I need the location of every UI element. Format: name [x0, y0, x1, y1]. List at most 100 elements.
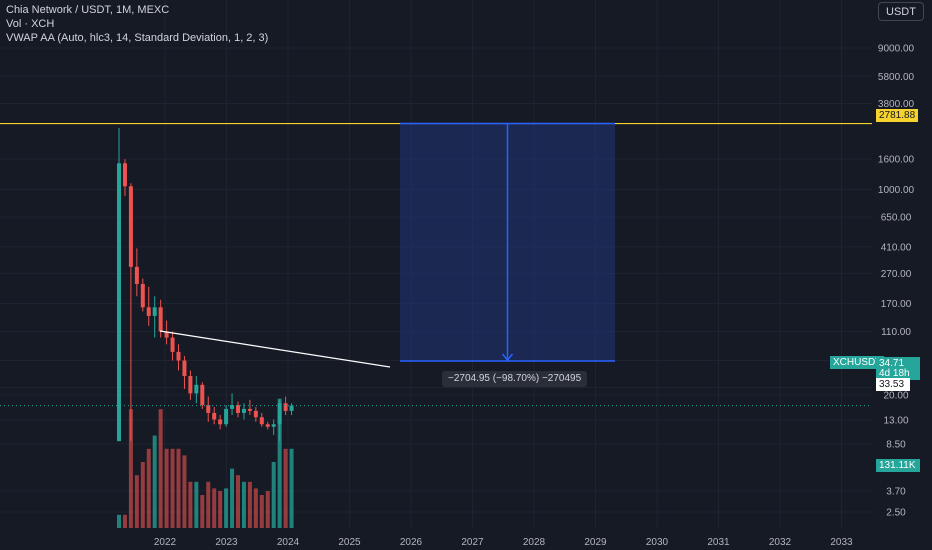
- candle-body: [277, 403, 282, 425]
- candle-body: [182, 360, 187, 377]
- price-tick-label: 1600.00: [878, 155, 915, 166]
- volume-bar: [241, 481, 246, 528]
- price-tick-label: 9000.00: [878, 44, 915, 55]
- candle-body: [200, 384, 205, 406]
- volume-bar: [283, 448, 288, 528]
- volume-bar: [259, 495, 264, 528]
- candle-body: [170, 337, 175, 352]
- volume-value-badge: 131.11K: [876, 459, 920, 472]
- time-tick-label: 2031: [707, 537, 730, 548]
- volume-bar: [170, 448, 175, 528]
- candle-body: [247, 408, 252, 411]
- legend-vwap: VWAP AA (Auto, hlc3, 14, Standard Deviat…: [6, 32, 268, 44]
- volume-bar: [194, 481, 199, 528]
- time-tick-label: 2027: [461, 537, 484, 548]
- price-tick-label: 650.00: [881, 213, 912, 224]
- candle-body: [194, 384, 199, 394]
- candle-body: [140, 283, 145, 308]
- volume-bar: [218, 491, 223, 528]
- candle-body: [283, 403, 288, 411]
- price-tick-label: 3800.00: [878, 99, 915, 110]
- price-tick-label: 110.00: [881, 327, 911, 338]
- countdown-badge: 4d 18h: [876, 367, 920, 380]
- time-tick-label: 2025: [338, 537, 361, 548]
- candle-body: [289, 405, 294, 411]
- candle-body: [206, 405, 211, 413]
- volume-bar: [176, 448, 181, 528]
- currency-button[interactable]: USDT: [878, 2, 924, 21]
- horizontal-line-price-badge: 2781.88: [876, 109, 918, 122]
- price-tick-label: 3.70: [886, 487, 906, 498]
- candle-body: [176, 351, 181, 361]
- time-tick-label: 2023: [215, 537, 238, 548]
- price-tick-label: 170.00: [881, 299, 912, 310]
- time-tick-label: 2022: [154, 537, 177, 548]
- candle-body: [241, 408, 246, 413]
- candle-body: [122, 163, 127, 187]
- last-price-badge: 34.71: [876, 357, 920, 370]
- candle-body: [128, 186, 133, 267]
- candle-body: [188, 376, 193, 394]
- legend-title: Chia Network / USDT, 1M, MEXC: [6, 4, 169, 16]
- volume-bar: [271, 462, 276, 528]
- volume-bar: [224, 488, 229, 528]
- candle-body: [236, 405, 240, 413]
- volume-bar: [117, 514, 121, 528]
- time-tick-label: 2032: [769, 537, 792, 548]
- candle-body: [134, 266, 139, 284]
- time-tick-label: 2026: [400, 537, 423, 548]
- volume-bar: [230, 468, 235, 528]
- projection-arrow-head: [501, 353, 514, 362]
- volume-bar: [122, 514, 127, 528]
- legend-vwap-text: VWAP AA (Auto, hlc3, 14, Standard Deviat…: [6, 32, 269, 44]
- candle-body: [265, 424, 270, 427]
- candle-body: [271, 424, 276, 427]
- candle-body: [224, 408, 229, 425]
- trendline-price-badge: 33.53: [876, 378, 910, 391]
- volume-bar: [152, 435, 157, 528]
- volume-bar: [134, 475, 139, 528]
- candle-body: [230, 405, 235, 409]
- volume-bar: [188, 481, 193, 528]
- price-tick-label: 2.50: [886, 508, 906, 519]
- volume-bar: [158, 409, 163, 528]
- price-tick-label: 410.00: [881, 242, 912, 253]
- price-tick-label: 8.50: [886, 440, 906, 451]
- time-axis: 2022 2023 2024 2025 2026 2027 2028 2029 2030 2031…: [154, 537, 853, 548]
- volume-bar: [277, 398, 282, 528]
- candle-body: [117, 163, 121, 442]
- volume-bar: [206, 481, 211, 528]
- candle-body: [253, 410, 258, 418]
- time-tick-label: 2029: [584, 537, 607, 548]
- symbol-badge: XCHUSDT: [830, 356, 885, 369]
- price-tick-label: 5800.00: [878, 72, 915, 83]
- trendline: [159, 330, 391, 368]
- volume-bar: [128, 409, 133, 528]
- volume-bar: [140, 462, 145, 528]
- price-tick-label: 13.00: [883, 416, 908, 427]
- volume-bar: [146, 448, 151, 528]
- candle-body: [164, 331, 169, 338]
- price-tick-label: 1000.00: [878, 185, 915, 196]
- volume-bar: [182, 455, 187, 528]
- volume-bar: [164, 448, 169, 528]
- candles: [117, 127, 294, 442]
- price-tick-label: 20.00: [883, 391, 908, 402]
- volume-bar: [236, 475, 240, 528]
- candle-body: [158, 307, 163, 332]
- volume-bar: [253, 488, 258, 528]
- volume-bar: [265, 491, 270, 528]
- volume-bar: [200, 495, 205, 528]
- price-tick-label: 270.00: [881, 269, 912, 280]
- legend-title-text: Chia Network / USDT, 1M, MEXC: [6, 4, 170, 16]
- drawings: [0, 122, 872, 407]
- candle-body: [146, 307, 151, 316]
- volume-bar: [289, 448, 294, 528]
- candle-body: [259, 417, 264, 425]
- time-tick-label: 2033: [830, 537, 853, 548]
- time-tick-label: 2024: [277, 537, 300, 548]
- legend-volume: Vol · XCH: [6, 18, 54, 30]
- volume-bar: [212, 488, 217, 528]
- candle-body: [152, 307, 157, 316]
